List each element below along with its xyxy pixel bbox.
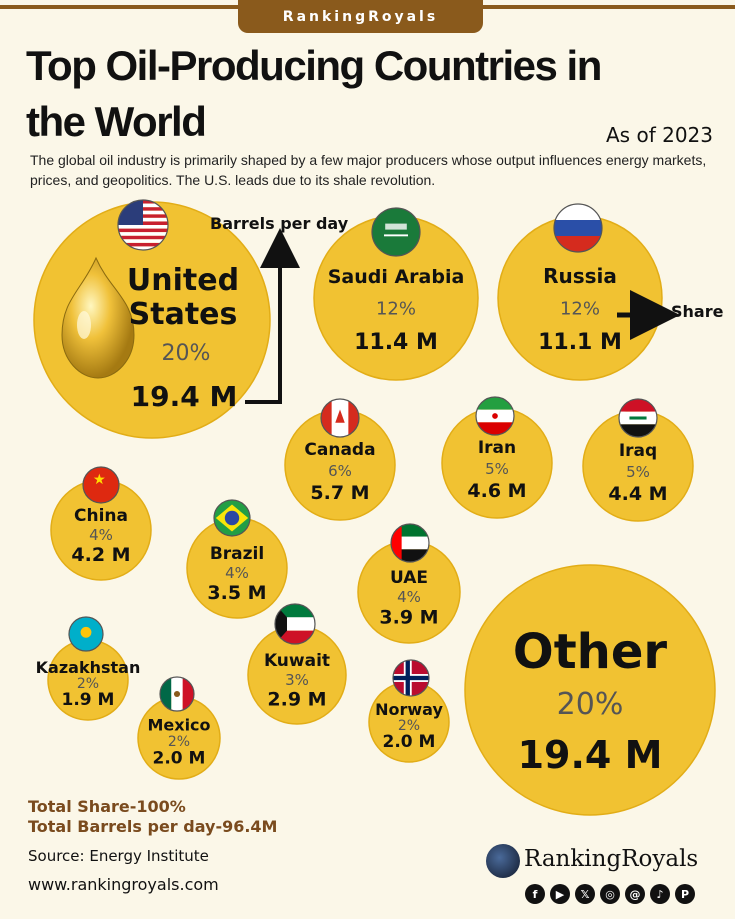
svg-text:★: ★ xyxy=(93,472,106,488)
bubble-iraq: Iraq 5% 4.4 M xyxy=(582,398,694,522)
bubble-canada: Canada 6% 5.7 M xyxy=(284,398,396,521)
barrels-arrow xyxy=(245,228,300,404)
bubble-mexico-name: Mexico xyxy=(147,716,210,735)
bubble-other-name: Other xyxy=(513,624,667,680)
bubble-iran-share: 5% xyxy=(485,460,509,478)
bubble-canada-name: Canada xyxy=(304,440,375,460)
barrels-per-day-label: Barrels per day xyxy=(210,214,349,233)
oil-drop-icon xyxy=(61,256,135,379)
tiktok-icon[interactable]: ♪ xyxy=(650,884,670,904)
bubble-uae-value: 3.9 M xyxy=(379,607,438,629)
website-link[interactable]: www.rankingroyals.com xyxy=(28,875,219,894)
brand-logo-text: RankingRoyals xyxy=(524,846,699,872)
bubble-norway-value: 2.0 M xyxy=(383,732,436,752)
threads-icon[interactable]: @ xyxy=(625,884,645,904)
bubble-norway-share: 2% xyxy=(398,718,420,734)
bubble-kuwait-share: 3% xyxy=(285,671,309,689)
bubble-united-states-name: United States xyxy=(127,263,239,332)
total-barrels: Total Barrels per day-96.4M xyxy=(28,817,278,836)
bubble-russia: Russia 12% 11.1 M xyxy=(497,203,663,381)
as-of-date: As of 2023 xyxy=(606,123,713,147)
russia-flag-icon xyxy=(553,203,603,253)
bubble-kazakhstan-value: 1.9 M xyxy=(62,690,115,710)
bubble-united-states: United States 20% 19.4 M xyxy=(33,199,271,439)
bubble-iraq-share: 5% xyxy=(626,463,650,481)
youtube-icon[interactable]: ▶ xyxy=(550,884,570,904)
bubble-mexico-value: 2.0 M xyxy=(153,748,206,768)
china-flag-icon: ★ xyxy=(82,466,120,504)
bubble-uae-name: UAE xyxy=(390,568,428,588)
brand-tab: RankingRoyals xyxy=(238,0,483,33)
total-share: Total Share-100% xyxy=(28,797,186,816)
bubble-saudi-arabia-value: 11.4 M xyxy=(354,330,438,355)
mexico-flag-icon xyxy=(159,676,195,712)
bubble-other-value: 19.4 M xyxy=(518,733,663,777)
uae-flag-icon xyxy=(390,523,430,563)
bubble-kazakhstan-name: Kazakhstan xyxy=(36,658,141,677)
bubble-russia-share: 12% xyxy=(560,298,600,319)
bubble-canada-value: 5.7 M xyxy=(310,482,369,504)
us-flag-icon xyxy=(117,199,169,251)
bubble-china-value: 4.2 M xyxy=(71,544,130,566)
bubble-saudi-arabia-name: Saudi Arabia xyxy=(328,266,465,288)
bubble-russia-value: 11.1 M xyxy=(538,330,622,355)
social-links: f ▶ 𝕏 ◎ @ ♪ P xyxy=(525,884,695,904)
bubble-iran-value: 4.6 M xyxy=(467,480,526,502)
bubble-saudi-arabia-share: 12% xyxy=(376,298,416,319)
bubble-china-share: 4% xyxy=(89,526,113,544)
bubble-iraq-value: 4.4 M xyxy=(608,483,667,505)
bubble-brazil-share: 4% xyxy=(225,564,249,582)
bubble-other: Other 20% 19.4 M xyxy=(464,564,716,816)
bubble-mexico-share: 2% xyxy=(168,734,190,750)
bubble-russia-name: Russia xyxy=(543,264,617,288)
subtitle: The global oil industry is primarily sha… xyxy=(30,152,707,188)
bubble-kazakhstan-share: 2% xyxy=(77,676,99,692)
share-label: Share xyxy=(671,302,724,321)
bubble-united-states-value: 19.4 M xyxy=(131,380,238,413)
kazakhstan-flag-icon xyxy=(68,616,104,652)
norway-flag-icon xyxy=(392,659,430,697)
bubble-saudi-arabia: Saudi Arabia 12% 11.4 M xyxy=(313,207,479,381)
bubble-uae-share: 4% xyxy=(397,588,421,606)
source-credit: Source: Energy Institute xyxy=(28,847,209,865)
bubble-iran-name: Iran xyxy=(478,438,516,458)
facebook-icon[interactable]: f xyxy=(525,884,545,904)
bubble-iran: Iran 5% 4.6 M xyxy=(441,396,553,519)
iraq-flag-icon xyxy=(618,398,658,438)
bubble-canada-share: 6% xyxy=(328,462,352,480)
bubble-brazil-value: 3.5 M xyxy=(207,582,266,604)
bubble-kuwait-name: Kuwait xyxy=(264,651,330,671)
bubble-brazil-name: Brazil xyxy=(210,544,264,564)
pinterest-icon[interactable]: P xyxy=(675,884,695,904)
bubble-other-circle xyxy=(464,564,716,816)
canada-flag-icon xyxy=(320,398,360,438)
bubble-iraq-name: Iraq xyxy=(619,441,657,461)
bubble-norway-name: Norway xyxy=(375,700,443,719)
bubble-other-share: 20% xyxy=(557,687,624,722)
iran-flag-icon xyxy=(475,396,515,436)
instagram-icon[interactable]: ◎ xyxy=(600,884,620,904)
bubble-united-states-share: 20% xyxy=(162,341,211,366)
brand-logo xyxy=(486,844,520,878)
kuwait-flag-icon xyxy=(274,603,316,645)
brazil-flag-icon xyxy=(213,499,251,537)
page-title: Top Oil-Producing Countries in the World xyxy=(26,42,602,145)
bubble-china-name: China xyxy=(74,506,128,526)
bubble-kuwait-value: 2.9 M xyxy=(267,688,326,710)
saudi-flag-icon xyxy=(371,207,421,257)
x-icon[interactable]: 𝕏 xyxy=(575,884,595,904)
